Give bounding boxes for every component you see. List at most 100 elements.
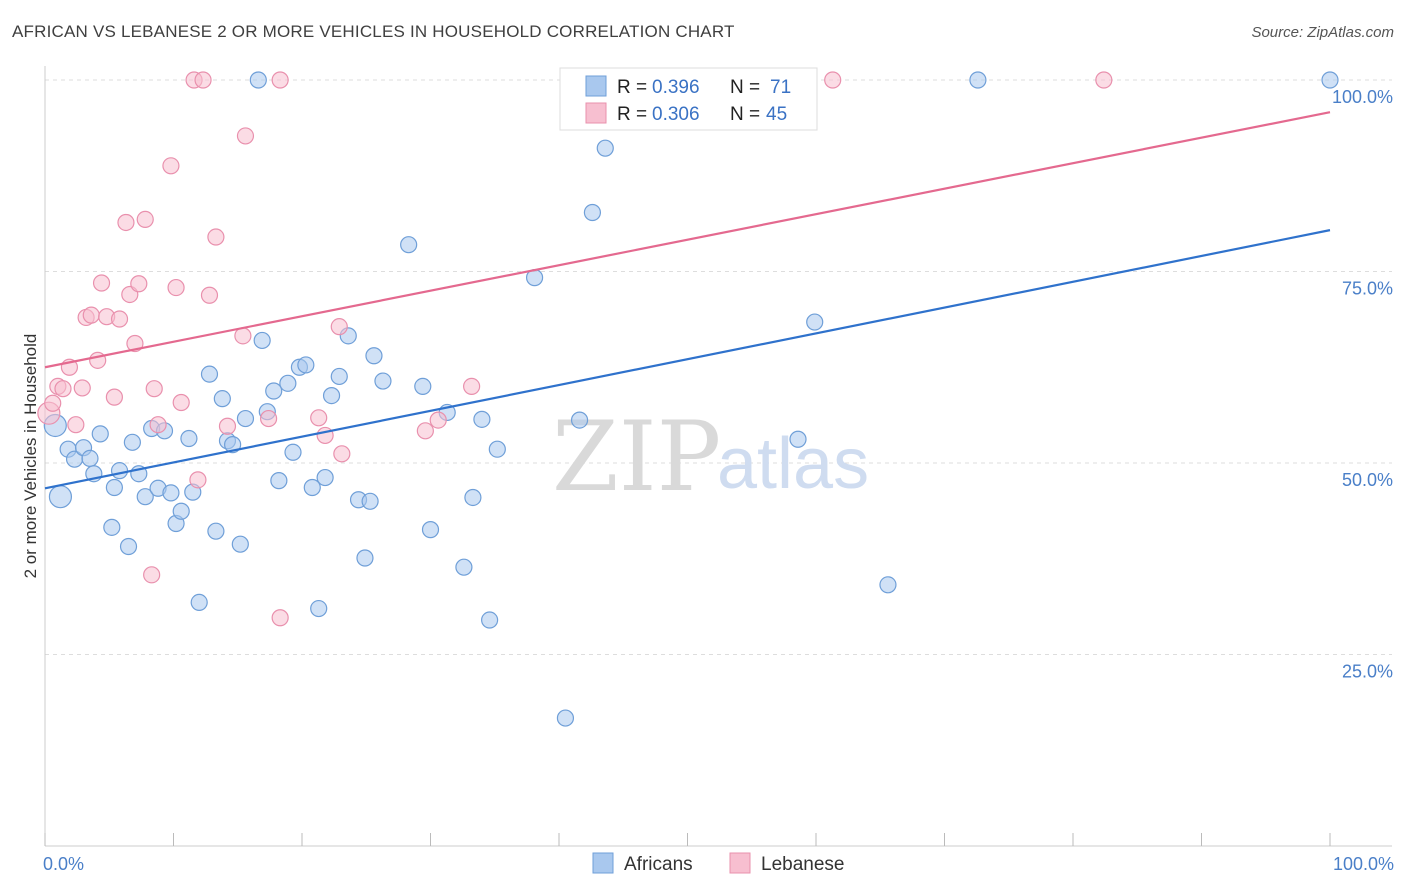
point-lebanese-21 bbox=[149, 416, 167, 434]
point-lebanese-19 bbox=[143, 566, 161, 584]
point-lebanese-42 bbox=[463, 377, 481, 395]
point-lebanese-14 bbox=[117, 213, 135, 232]
trendline-africans bbox=[44, 229, 1331, 490]
point-africans-39 bbox=[297, 356, 315, 374]
chart-title: AFRICAN VS LEBANESE 2 OR MORE VEHICLES I… bbox=[12, 22, 735, 41]
stats-legend-r-value-lebanese: 0.306 bbox=[652, 104, 700, 125]
point-africans-57 bbox=[473, 410, 491, 428]
stats-legend-swatch-africans bbox=[585, 75, 607, 97]
y-tick-labels: 25.0% 50.0% 75.0% 100.0% bbox=[1332, 87, 1393, 682]
point-lebanese-31 bbox=[234, 327, 252, 345]
point-africans-49 bbox=[365, 347, 383, 365]
point-africans-56 bbox=[464, 488, 482, 507]
chart-source: Source: ZipAtlas.com bbox=[1251, 24, 1394, 41]
point-lebanese-41 bbox=[429, 411, 447, 429]
point-africans-34 bbox=[265, 382, 283, 400]
point-lebanese-12 bbox=[105, 388, 123, 406]
point-africans-48 bbox=[361, 492, 379, 510]
point-africans-32 bbox=[253, 331, 271, 350]
point-africans-7 bbox=[91, 425, 109, 443]
point-africans-35 bbox=[270, 472, 288, 490]
point-lebanese-36 bbox=[310, 409, 328, 427]
point-africans-26 bbox=[213, 390, 231, 408]
point-lebanese-22 bbox=[162, 157, 180, 175]
point-lebanese-23 bbox=[167, 278, 185, 297]
point-africans-31 bbox=[249, 71, 267, 89]
point-lebanese-27 bbox=[194, 71, 212, 89]
point-lebanese-26 bbox=[189, 471, 207, 489]
point-africans-69 bbox=[1321, 71, 1339, 89]
point-africans-29 bbox=[231, 535, 249, 553]
legend-swatch-africans bbox=[592, 852, 614, 874]
point-lebanese-18 bbox=[136, 210, 154, 229]
y-axis-title: 2 or more Vehicles in Household bbox=[21, 334, 40, 579]
point-africans-14 bbox=[136, 488, 154, 506]
point-africans-37 bbox=[284, 443, 302, 461]
series-africans-points bbox=[43, 71, 1339, 727]
point-lebanese-30 bbox=[218, 417, 237, 435]
point-lebanese-33 bbox=[259, 409, 278, 428]
point-africans-61 bbox=[556, 709, 575, 727]
point-lebanese-1 bbox=[44, 394, 62, 412]
point-lebanese-17 bbox=[130, 275, 148, 293]
legend-label-africans: Africans bbox=[624, 854, 693, 875]
y-tick-label-100: 100.0% bbox=[1332, 87, 1393, 107]
point-africans-62 bbox=[570, 411, 589, 429]
point-africans-43 bbox=[322, 386, 341, 405]
point-lebanese-20 bbox=[145, 380, 163, 398]
point-africans-28 bbox=[224, 436, 242, 454]
point-africans-66 bbox=[806, 313, 824, 331]
watermark: ZIP atlas bbox=[552, 401, 869, 513]
point-africans-68 bbox=[969, 71, 987, 89]
y-tick-label-75: 75.0% bbox=[1342, 279, 1393, 299]
point-africans-21 bbox=[180, 429, 198, 448]
point-africans-55 bbox=[455, 558, 473, 576]
point-lebanese-39 bbox=[333, 445, 351, 463]
legend-label-lebanese: Lebanese bbox=[761, 854, 844, 875]
point-africans-59 bbox=[488, 440, 506, 458]
x-tick-label-min: 0.0% bbox=[43, 854, 84, 874]
point-lebanese-40 bbox=[416, 422, 434, 440]
point-lebanese-34 bbox=[271, 71, 289, 89]
axes bbox=[44, 66, 1392, 847]
stats-legend-n-value-africans: 71 bbox=[770, 77, 791, 98]
point-lebanese-6 bbox=[73, 379, 91, 397]
y-tick-label-50: 50.0% bbox=[1342, 470, 1393, 490]
point-africans-18 bbox=[162, 484, 180, 502]
point-lebanese-44 bbox=[1095, 71, 1113, 89]
point-africans-24 bbox=[200, 365, 219, 383]
point-africans-40 bbox=[303, 478, 321, 497]
point-africans-50 bbox=[374, 372, 392, 390]
point-lebanese-28 bbox=[200, 286, 219, 304]
stats-legend-n-label-lebanese: N = bbox=[730, 104, 760, 125]
point-africans-9 bbox=[105, 478, 123, 497]
point-africans-20 bbox=[172, 502, 190, 520]
point-lebanese-3 bbox=[54, 380, 72, 398]
trendlines bbox=[44, 111, 1331, 490]
point-lebanese-29 bbox=[207, 228, 225, 246]
legend-swatch-lebanese bbox=[729, 852, 751, 874]
point-africans-36 bbox=[279, 374, 297, 392]
stats-legend-n-label-africans: N = bbox=[730, 77, 760, 98]
stats-legend-r-label-africans: R = bbox=[617, 77, 647, 98]
point-africans-23 bbox=[190, 593, 208, 612]
point-africans-67 bbox=[879, 576, 897, 594]
point-africans-64 bbox=[596, 139, 614, 157]
stats-legend-swatch-lebanese bbox=[585, 102, 607, 124]
point-africans-10 bbox=[110, 462, 129, 480]
point-africans-44 bbox=[330, 367, 348, 386]
point-africans-58 bbox=[481, 611, 499, 629]
point-africans-42 bbox=[316, 468, 334, 487]
stats-legend: R = 0.396 N = 71 R = 0.306 N = 45 bbox=[559, 67, 818, 131]
point-africans-5 bbox=[81, 449, 99, 468]
series-lebanese-points bbox=[37, 71, 1113, 627]
point-lebanese-24 bbox=[172, 393, 190, 412]
x-tick-labels: 0.0% 100.0% bbox=[43, 854, 1394, 874]
point-africans-8 bbox=[103, 518, 121, 536]
stats-legend-r-label-lebanese: R = bbox=[617, 104, 647, 125]
stats-legend-r-value-africans: 0.396 bbox=[652, 77, 700, 98]
point-lebanese-13 bbox=[110, 310, 129, 328]
tick-marks bbox=[44, 833, 1331, 846]
point-africans-51 bbox=[400, 236, 418, 254]
